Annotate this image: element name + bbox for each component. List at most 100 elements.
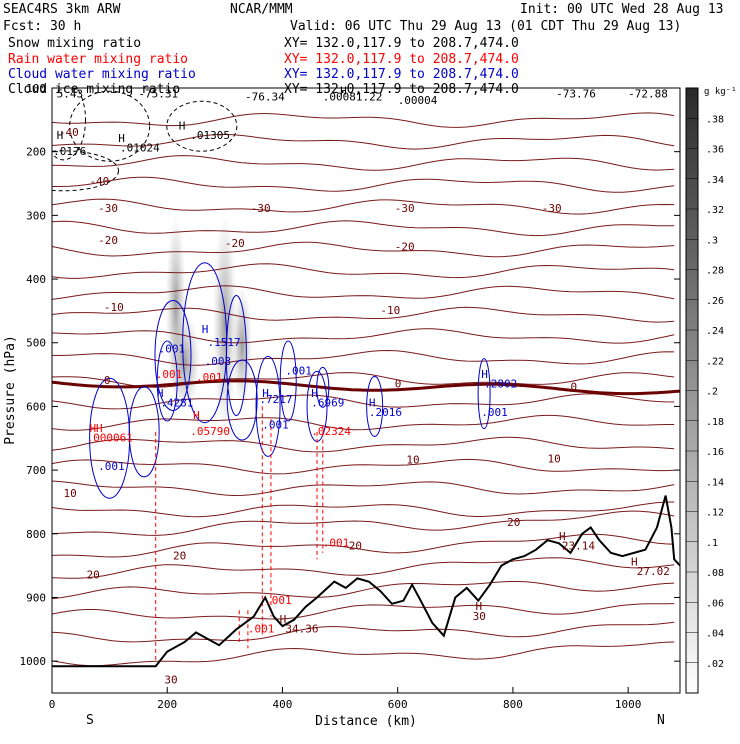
isotherm-line bbox=[52, 349, 675, 366]
y-tick-label: 700 bbox=[26, 464, 46, 477]
cloud-water-max-label: .7217 bbox=[259, 393, 292, 406]
isotherm-line bbox=[52, 241, 675, 258]
legend-cloudice-xy: XY= 132.0,117.9 to 208.7,474.0 bbox=[284, 82, 519, 97]
isotherm-label: 10 bbox=[406, 454, 419, 467]
isotherm-label: 0 bbox=[395, 377, 402, 390]
snow-contour bbox=[52, 88, 87, 161]
isotherm-label: 20 bbox=[349, 540, 362, 553]
isotherm-line bbox=[52, 198, 675, 215]
isotherm-label: 10 bbox=[64, 487, 77, 500]
terrain-value-label: 27.02 bbox=[637, 565, 670, 578]
x-axis-label: Distance (km) bbox=[315, 714, 417, 729]
x-tick-label: 0 bbox=[49, 698, 56, 711]
valid-time: Valid: 06 UTC Thu 29 Aug 13 (01 CDT Thu … bbox=[290, 19, 681, 34]
rain-max-label: .001 bbox=[248, 623, 274, 636]
colorbar-tick-label: .22 bbox=[706, 356, 724, 367]
plot-area: -40 -40 -30 -30 -30 -30 -20 -20 -20 -10 -10 0 0 0 10 10… bbox=[20, 82, 680, 711]
isotherm-label: 0 bbox=[104, 374, 111, 387]
x-axis-south-label: S bbox=[86, 713, 94, 728]
top-value-label: -76.34 bbox=[245, 91, 285, 104]
isotherm-label: 30 bbox=[164, 673, 177, 686]
terrain-value-label: 30 bbox=[473, 610, 486, 623]
top-value-label: -73.76 bbox=[556, 88, 596, 101]
isotherm-label: -30 bbox=[542, 202, 562, 215]
cloud-water-max-label: .6969 bbox=[311, 396, 344, 409]
isotherm-label: -40 bbox=[59, 126, 79, 139]
terrain-value-label: H bbox=[631, 556, 638, 569]
top-value-label: .00004 bbox=[398, 94, 438, 107]
isotherm-label: -40 bbox=[89, 175, 109, 188]
y-axis-label: Pressure (hPa) bbox=[3, 335, 18, 445]
snow-contour bbox=[69, 90, 151, 162]
isotherm-line bbox=[52, 285, 675, 300]
isotherm-line bbox=[52, 328, 675, 344]
isotherm-line bbox=[52, 112, 675, 128]
rain-max-label: H bbox=[193, 409, 200, 422]
snow-max-label: .01024 bbox=[120, 142, 160, 155]
x-tick-label: 1000 bbox=[615, 698, 642, 711]
isotherm-label: -20 bbox=[395, 240, 415, 253]
y-tick-label: 200 bbox=[26, 146, 46, 159]
cloud-water-max-label: H bbox=[202, 323, 209, 336]
legend-rain-xy: XY= 132.0,117.9 to 208.7,474.0 bbox=[284, 52, 519, 67]
colorbar: .38 .36 .34 .32 .3 .28 .26 .24 .22 .2 .18 .16 .14 .12… bbox=[685, 87, 724, 694]
terrain-value-label: H bbox=[280, 613, 287, 626]
isotherm-label: -30 bbox=[98, 202, 118, 215]
cloud-water-contour bbox=[366, 375, 384, 437]
init-time: Init: 00 UTC Wed 28 Aug 13 bbox=[520, 2, 724, 17]
top-value-label: H bbox=[340, 84, 347, 97]
x-axis-north-label: N bbox=[657, 713, 665, 728]
y-tick-label: 300 bbox=[26, 209, 46, 222]
x-tick-label: 200 bbox=[157, 698, 177, 711]
colorbar-tick-label: .28 bbox=[706, 266, 724, 277]
cloud-water-contour bbox=[225, 294, 247, 416]
cloud-water-contour bbox=[477, 358, 491, 430]
cloud-water-max-label: .001 bbox=[159, 342, 186, 355]
y-tick-label: 600 bbox=[26, 400, 46, 413]
snow-contour bbox=[166, 100, 238, 152]
isotherm-line bbox=[52, 306, 675, 323]
top-value-label: 5.43 bbox=[57, 88, 84, 101]
terrain-value-label: 23.14 bbox=[562, 540, 595, 553]
x-tick-label: 600 bbox=[388, 698, 408, 711]
isotherm-line bbox=[52, 621, 675, 643]
isotherm-label: -30 bbox=[395, 202, 415, 215]
cloud-water-contour bbox=[154, 299, 192, 411]
y-tick-label: 500 bbox=[26, 337, 46, 350]
cloud-water-max-label: .001 bbox=[285, 365, 312, 378]
snow-max-label: .01305 bbox=[190, 129, 230, 142]
legend-snow-xy: XY= 132.0,117.9 to 208.7,474.0 bbox=[284, 36, 519, 51]
isotherm-label: 10 bbox=[547, 452, 560, 465]
isotherm-line bbox=[52, 510, 675, 536]
isotherm-line bbox=[52, 263, 675, 279]
y-tick-label: 800 bbox=[26, 528, 46, 541]
isotherm-line bbox=[52, 133, 675, 150]
isotherm-label: 0 bbox=[571, 381, 578, 394]
y-tick-label: 1000 bbox=[20, 655, 47, 668]
cloud-water-max-label: .1517 bbox=[208, 336, 241, 349]
snow-max-label: H bbox=[118, 132, 125, 145]
colorbar-tick-label: .2 bbox=[706, 387, 718, 398]
cloud-water-max-label: .001 bbox=[481, 406, 508, 419]
colorbar-tick-label: .04 bbox=[706, 629, 724, 640]
colorbar-tick-label: .3 bbox=[706, 235, 718, 246]
snow-max-label: H bbox=[179, 119, 186, 132]
isotherm-line bbox=[52, 480, 675, 497]
colorbar-tick-label: .06 bbox=[706, 598, 724, 609]
top-value-label: -72.88 bbox=[628, 88, 668, 101]
cloud-water-contour bbox=[128, 386, 160, 478]
org-name: NCAR/MMM bbox=[230, 2, 293, 17]
rain-max-label: .02324 bbox=[311, 425, 351, 438]
rain-max-label: .05790 bbox=[190, 425, 230, 438]
isotherm-label: -20 bbox=[98, 234, 118, 247]
colorbar-tick-label: .1 bbox=[706, 538, 718, 549]
isotherm-line bbox=[52, 458, 675, 475]
colorbar-tick-label: .12 bbox=[706, 508, 724, 519]
model-name: SEAC4RS 3km ARW bbox=[3, 2, 121, 17]
cloud-water-contour bbox=[226, 359, 258, 441]
forecast-hour: Fcst: 30 h bbox=[3, 19, 81, 34]
rain-max-label: .001 bbox=[265, 594, 292, 607]
isotherm-label: -10 bbox=[104, 301, 124, 314]
isotherm-line bbox=[52, 436, 675, 453]
